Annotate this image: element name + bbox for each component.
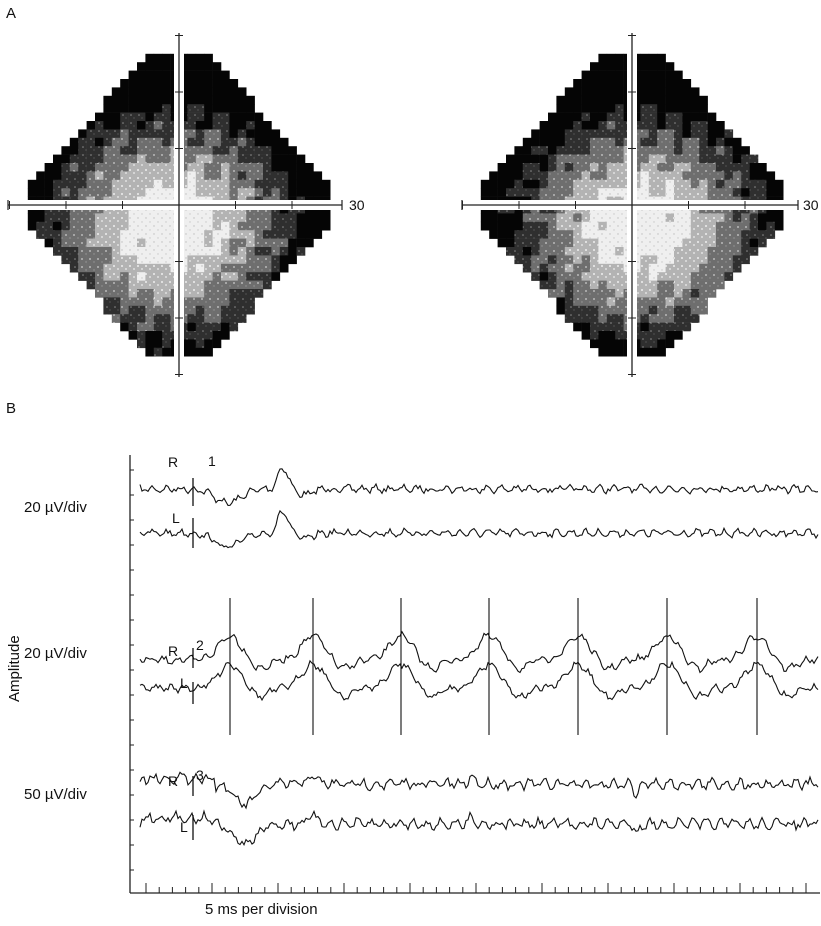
- y-axis-title: Amplitude: [6, 635, 23, 702]
- recording-3-number: 3: [196, 767, 204, 783]
- recording-1-right-eye-label: R: [168, 454, 178, 470]
- erg-traces: [139, 468, 819, 847]
- x-axis-title: 5 ms per division: [205, 901, 318, 918]
- panel-a-label: A: [6, 5, 16, 22]
- recording-2-number: 2: [196, 637, 204, 653]
- recording-2-right-eye-trace: [139, 630, 819, 674]
- recording-2-right-eye-label: R: [168, 643, 178, 659]
- panel-b-label: B: [6, 400, 16, 417]
- recording-1-left-eye-trace: [139, 509, 819, 549]
- erg-markers: [192, 478, 758, 840]
- left-field-axis-end-label: 30: [349, 197, 365, 213]
- recording-3-left-eye-label: L: [180, 819, 188, 835]
- recording-3-scale-label: 50 µV/div: [24, 786, 87, 803]
- visual-field-left-eye: [0, 30, 359, 380]
- recording-2-scale-label: 20 µV/div: [24, 645, 87, 662]
- recording-1-number: 1: [208, 453, 216, 469]
- recording-3-right-eye-label: R: [168, 773, 178, 789]
- visual-field-right-eye: [452, 30, 812, 380]
- right-field-axis-end-label: 30: [803, 197, 819, 213]
- recording-3-right-eye-trace: [139, 771, 819, 810]
- recording-2-left-eye-label: L: [180, 675, 188, 691]
- recording-1-left-eye-label: L: [172, 510, 180, 526]
- erg-axes: [129, 455, 820, 894]
- recording-2-left-eye-trace: [139, 659, 819, 702]
- recording-3-left-eye-trace: [139, 809, 819, 847]
- recording-1-right-eye-trace: [139, 468, 819, 506]
- recording-1-scale-label: 20 µV/div: [24, 499, 87, 516]
